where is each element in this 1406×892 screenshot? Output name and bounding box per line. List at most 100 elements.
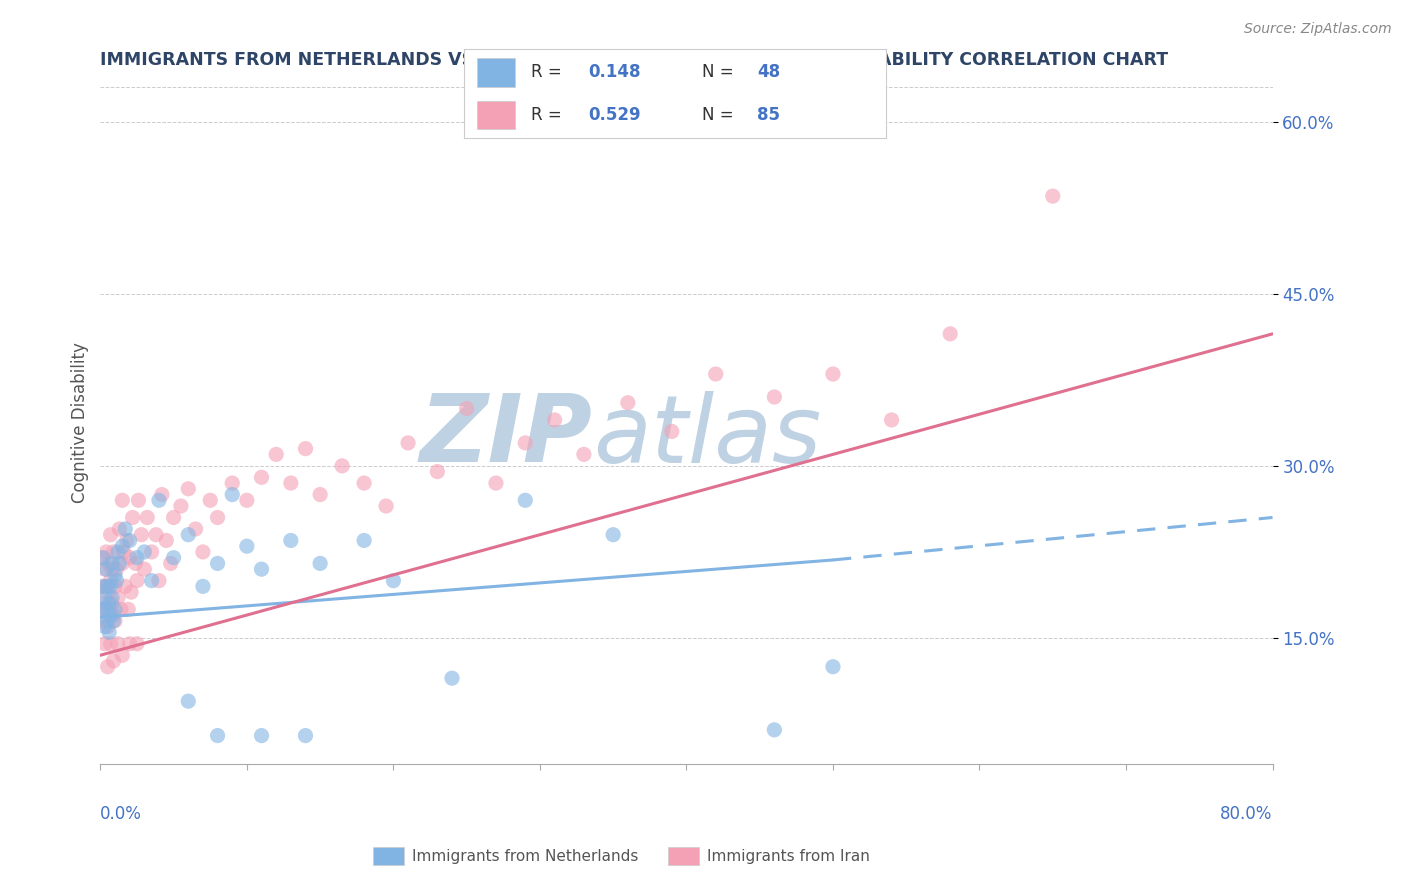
Point <box>124 557 146 571</box>
Point <box>118 637 141 651</box>
Text: N =: N = <box>703 106 740 124</box>
Point <box>104 602 127 616</box>
Text: N =: N = <box>703 63 740 81</box>
Point <box>515 436 537 450</box>
Point <box>101 562 124 576</box>
Text: 0.529: 0.529 <box>589 106 641 124</box>
Point <box>118 550 141 565</box>
Point <box>90 602 112 616</box>
Point <box>250 562 273 576</box>
Point <box>543 413 565 427</box>
Point <box>602 527 624 541</box>
Point <box>440 671 463 685</box>
Point <box>97 614 120 628</box>
Point <box>111 493 134 508</box>
Point <box>250 729 273 743</box>
Point <box>100 527 122 541</box>
Point <box>104 567 127 582</box>
Point <box>121 510 143 524</box>
Point <box>309 487 332 501</box>
Point <box>162 550 184 565</box>
Point <box>150 487 173 501</box>
Y-axis label: Cognitive Disability: Cognitive Disability <box>72 343 89 503</box>
Point <box>207 510 229 524</box>
Point <box>661 425 683 439</box>
Point <box>485 476 508 491</box>
Point <box>200 493 222 508</box>
Point <box>97 619 120 633</box>
Text: Immigrants from Iran: Immigrants from Iran <box>707 849 870 863</box>
Point <box>145 527 167 541</box>
Point <box>90 550 112 565</box>
Point <box>93 637 115 651</box>
Point <box>103 614 125 628</box>
Point <box>91 579 114 593</box>
Point <box>114 522 136 536</box>
Point <box>148 493 170 508</box>
Text: 85: 85 <box>756 106 780 124</box>
Point <box>111 557 134 571</box>
Point <box>159 557 181 571</box>
Point <box>100 637 122 651</box>
Point <box>96 545 118 559</box>
Point <box>125 574 148 588</box>
Point <box>108 557 131 571</box>
Point <box>90 597 112 611</box>
Point <box>141 574 163 588</box>
Point <box>396 436 419 450</box>
Point <box>125 637 148 651</box>
Point <box>456 401 478 416</box>
Point <box>280 476 302 491</box>
Point <box>91 579 114 593</box>
Point <box>170 499 193 513</box>
Point <box>821 659 844 673</box>
Point <box>250 470 273 484</box>
Text: R =: R = <box>531 106 568 124</box>
Text: 0.148: 0.148 <box>589 63 641 81</box>
Point <box>134 545 156 559</box>
Point <box>97 585 120 599</box>
Point <box>93 591 115 605</box>
Point <box>103 545 125 559</box>
Point <box>191 579 214 593</box>
Point <box>118 533 141 548</box>
Point <box>105 562 128 576</box>
Point <box>93 602 115 616</box>
Point <box>939 326 962 341</box>
Point <box>105 574 128 588</box>
Point <box>184 522 207 536</box>
Point <box>127 493 149 508</box>
Point <box>280 533 302 548</box>
Point <box>98 597 121 611</box>
Point <box>108 522 131 536</box>
Point <box>572 447 595 461</box>
Point <box>880 413 903 427</box>
Text: Source: ZipAtlas.com: Source: ZipAtlas.com <box>1244 22 1392 37</box>
Point <box>236 539 259 553</box>
Point <box>617 395 640 409</box>
Text: ZIP: ZIP <box>420 391 593 483</box>
Point <box>330 458 353 473</box>
Point <box>101 557 124 571</box>
Point <box>97 579 120 593</box>
Point <box>704 367 727 381</box>
Point <box>162 510 184 524</box>
Point <box>177 694 200 708</box>
Point <box>426 465 449 479</box>
Point <box>96 562 118 576</box>
Point <box>98 602 121 616</box>
Point <box>112 545 135 559</box>
Point <box>763 723 786 737</box>
Point <box>93 562 115 576</box>
Point <box>221 476 243 491</box>
Point <box>98 625 121 640</box>
Point <box>101 591 124 605</box>
Point <box>821 367 844 381</box>
Point <box>104 579 127 593</box>
Point <box>763 390 786 404</box>
Point <box>375 499 398 513</box>
Point <box>309 557 332 571</box>
Point <box>98 557 121 571</box>
Point <box>111 648 134 663</box>
Text: 80.0%: 80.0% <box>1220 805 1272 823</box>
